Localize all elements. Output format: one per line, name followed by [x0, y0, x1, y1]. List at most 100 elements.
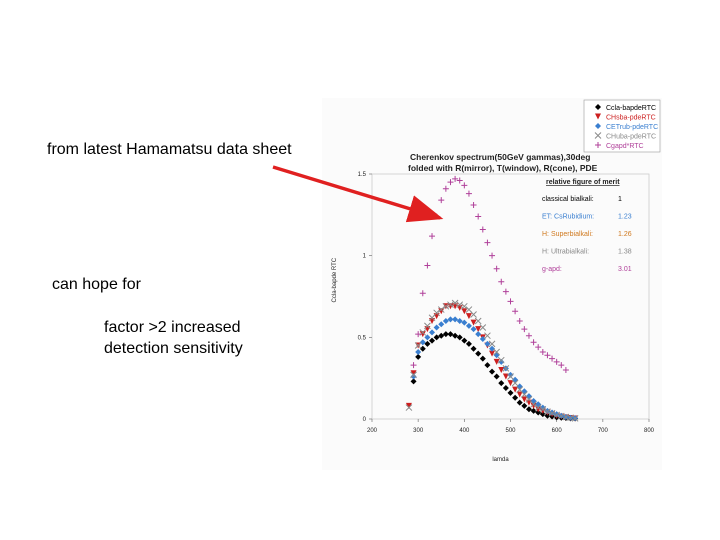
series-ultrabialkali-point: [544, 408, 551, 416]
series-ultrabialkali-point: [456, 301, 464, 309]
series-gapd-point: [535, 344, 542, 351]
series-superbialkali-point: [516, 391, 523, 398]
series-csrubidium-point: [438, 321, 445, 328]
series-superbialkali-point: [521, 396, 528, 403]
merit-label: g-apd:: [542, 266, 562, 273]
series-gapd-point: [562, 367, 569, 373]
series-gapd-point: [484, 239, 491, 246]
series-csrubidium-point: [447, 316, 454, 323]
series-csrubidium-point: [452, 316, 459, 323]
series-classical-bialkali-point: [438, 332, 445, 339]
y-tick-label: 1.5: [358, 172, 367, 178]
datasheet-note: from latest Hamamatsu data sheet: [47, 141, 292, 158]
series-ultrabialkali-point: [474, 317, 482, 325]
series-gapd-point: [447, 179, 454, 186]
factor-note-line1: factor >2 increased: [104, 319, 241, 336]
x-tick-label: 400: [459, 428, 470, 434]
series-gapd-point: [544, 352, 551, 359]
series-gapd-point: [507, 298, 514, 305]
series-ultrabialkali-point: [437, 306, 445, 313]
series-superbialkali-point: [530, 402, 537, 409]
series-classical-bialkali-point: [489, 368, 496, 375]
series-classical-bialkali-point: [525, 406, 532, 413]
series-classical-bialkali-point: [535, 409, 542, 416]
series-ultrabialkali-point: [511, 379, 519, 387]
series-gapd-point: [419, 290, 426, 297]
series-csrubidium-point: [479, 335, 486, 342]
x-tick-label: 600: [552, 428, 563, 434]
series-gapd-point: [502, 288, 509, 295]
legend-entry: CHuba-pdeRTC: [606, 134, 656, 141]
series-csrubidium-point: [553, 411, 560, 418]
series-gapd-point: [489, 252, 496, 259]
series-csrubidium-point: [442, 318, 449, 324]
series-ultrabialkali-point: [488, 340, 496, 348]
series-ultrabialkali-point: [424, 322, 431, 330]
series-superbialkali-point: [539, 407, 546, 414]
series-gapd-point: [521, 326, 528, 333]
series-ultrabialkali-point: [414, 342, 422, 349]
merit-label: ET: CsRubidium:: [542, 214, 594, 221]
series-classical-bialkali-point: [452, 332, 459, 339]
cherenkov-chart: Cherenkov spectrum(50GeV gammas),30degfo…: [322, 98, 662, 470]
x-axis-label: lamda: [492, 457, 509, 463]
merit-value: 3.01: [618, 266, 632, 273]
series-gapd-point: [498, 278, 505, 285]
series-ultrabialkali-point: [470, 311, 477, 318]
series-csrubidium-point: [484, 340, 491, 347]
series-classical-bialkali-point: [521, 402, 528, 409]
series-ultrabialkali-point: [571, 414, 579, 422]
x-tick-label: 200: [367, 428, 378, 434]
series-classical-bialkali-point: [470, 345, 477, 352]
series-csrubidium-point: [470, 326, 477, 333]
y-tick-label: 0.5: [358, 335, 367, 341]
series-ultrabialkali-point: [410, 371, 417, 379]
legend-entry: CETrub-pdeRTC: [606, 124, 658, 131]
series-superbialkali-point: [493, 358, 500, 365]
series-superbialkali-point: [507, 380, 514, 387]
series-gapd-point: [461, 182, 468, 189]
series-superbialkali-point: [419, 331, 426, 338]
series-gapd-point: [558, 362, 565, 369]
merit-label: classical bialkali:: [542, 196, 594, 203]
series-ultrabialkali-point: [405, 404, 413, 411]
legend-marker: [595, 142, 601, 148]
series-ultrabialkali-point: [433, 309, 440, 317]
series-classical-bialkali-point: [475, 350, 482, 357]
series-csrubidium-point: [433, 324, 440, 331]
series-gapd-point: [470, 202, 477, 209]
series-ultrabialkali-point: [530, 400, 537, 408]
x-tick-label: 700: [598, 428, 609, 434]
series-gapd-point: [549, 355, 556, 362]
series-superbialkali-point: [438, 308, 445, 315]
series-classical-bialkali-point: [461, 337, 468, 344]
series-ultrabialkali-point: [484, 332, 491, 340]
series-gapd-point: [493, 265, 500, 272]
merit-label: H: Superbialkali:: [542, 231, 593, 238]
series-gapd-point: [512, 308, 519, 315]
series-superbialkali-point: [461, 308, 468, 315]
series-classical-bialkali-point: [498, 380, 505, 387]
series-classical-bialkali-point: [465, 340, 472, 347]
series-classical-bialkali-point: [433, 334, 440, 341]
series-gapd-point: [479, 226, 486, 233]
series-superbialkali-point: [447, 303, 454, 310]
series-classical-bialkali-point: [544, 412, 551, 419]
series-gapd-point: [530, 339, 537, 346]
series-csrubidium-point: [465, 322, 472, 329]
series-superbialkali-point: [475, 326, 482, 333]
series-classical-bialkali-point: [456, 334, 463, 341]
series-classical-bialkali-point: [419, 345, 426, 352]
series-superbialkali-point: [465, 313, 472, 320]
merit-value: 1: [618, 196, 622, 203]
series-superbialkali-point: [512, 386, 519, 393]
series-superbialkali-point: [470, 319, 477, 326]
series-csrubidium-point: [415, 349, 422, 356]
series-ultrabialkali-point: [447, 301, 454, 309]
series-csrubidium-point: [498, 358, 505, 365]
series-ultrabialkali-point: [493, 348, 501, 356]
chart-title-line1: Cherenkov spectrum(50GeV gammas),30deg: [410, 152, 590, 162]
series-classical-bialkali-point: [516, 399, 523, 406]
series-gapd-point: [415, 331, 422, 338]
x-tick-label: 800: [644, 428, 655, 434]
